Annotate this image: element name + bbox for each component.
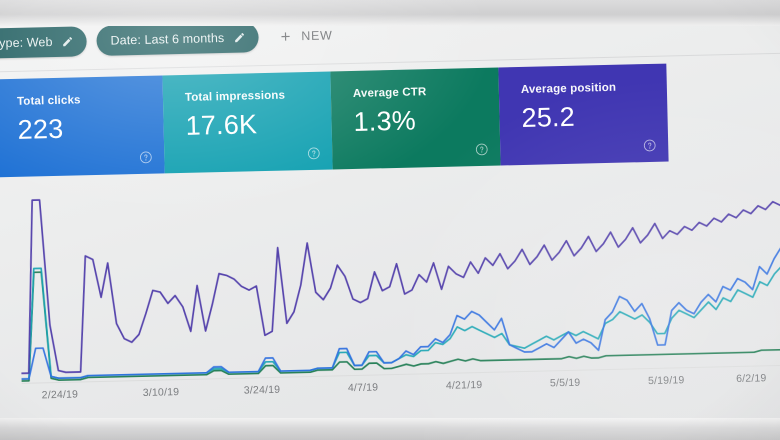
filter-chip-date-range-label: Date: Last 6 months <box>110 30 225 48</box>
monitor-bezel-top <box>0 0 780 26</box>
pencil-icon[interactable] <box>233 31 245 43</box>
metric-card-total-clicks[interactable]: Total clicks 223 <box>0 75 165 178</box>
help-circle-icon[interactable] <box>475 143 488 156</box>
chart-x-tick-label: 3/24/19 <box>243 383 281 397</box>
metric-card-average-position[interactable]: Average position 25.2 <box>498 63 669 166</box>
metric-card-average-ctr[interactable]: Average CTR 1.3% <box>330 67 501 170</box>
chart-series-line <box>19 255 780 381</box>
plus-icon <box>281 32 290 41</box>
new-filter-button-label: NEW <box>301 28 333 44</box>
metric-card-total-impressions-label: Total impressions <box>184 89 286 104</box>
chart-x-tick-label: 4/7/19 <box>347 381 379 395</box>
help-circle-icon[interactable] <box>643 139 656 152</box>
chart-series-line <box>17 182 780 373</box>
help-circle-icon[interactable] <box>139 151 152 164</box>
metric-card-total-clicks-label: Total clicks <box>16 94 81 108</box>
help-circle-icon[interactable] <box>307 147 320 160</box>
monitor-bezel-bottom <box>0 418 780 440</box>
chart-x-tick-label: 5/5/19 <box>549 376 581 390</box>
filter-chip-search-type-label: type: Web <box>0 35 53 51</box>
chart-x-tick-label: 3/10/19 <box>142 386 180 399</box>
metric-card-total-impressions[interactable]: Total impressions 17.6K <box>162 71 333 174</box>
metric-card-total-impressions-value: 17.6K <box>185 109 258 141</box>
metric-card-total-clicks-value: 223 <box>17 113 64 145</box>
metric-card-average-ctr-label: Average CTR <box>352 86 427 100</box>
performance-chart[interactable]: 2/24/19 3/10/19 3/24/19 4/7/19 4/21/19 5/5/19… <box>0 169 780 438</box>
performance-chart-canvas[interactable] <box>17 169 780 387</box>
metric-card-average-position-label: Average position <box>520 81 617 96</box>
chart-x-tick-label: 6/2/19 <box>735 372 767 386</box>
new-filter-button[interactable]: NEW <box>278 28 333 43</box>
chart-series-line <box>19 251 780 379</box>
metric-card-average-position-value: 25.2 <box>521 101 576 133</box>
filter-bar: type: Web Date: Last 6 months <box>0 15 333 63</box>
chart-x-tick-label: 2/24/19 <box>41 388 79 402</box>
chart-x-tick-label: 4/21/19 <box>445 378 483 392</box>
chart-series-line <box>19 247 780 379</box>
metric-cards: Total clicks 223 Total impressions 17.6K <box>0 63 669 178</box>
filter-chip-date-range[interactable]: Date: Last 6 months <box>96 22 259 56</box>
metric-card-average-ctr-value: 1.3% <box>353 105 417 137</box>
pencil-icon[interactable] <box>61 36 73 48</box>
filter-chip-search-type[interactable]: type: Web <box>0 26 87 59</box>
chart-x-tick-label: 5/19/19 <box>647 374 685 388</box>
